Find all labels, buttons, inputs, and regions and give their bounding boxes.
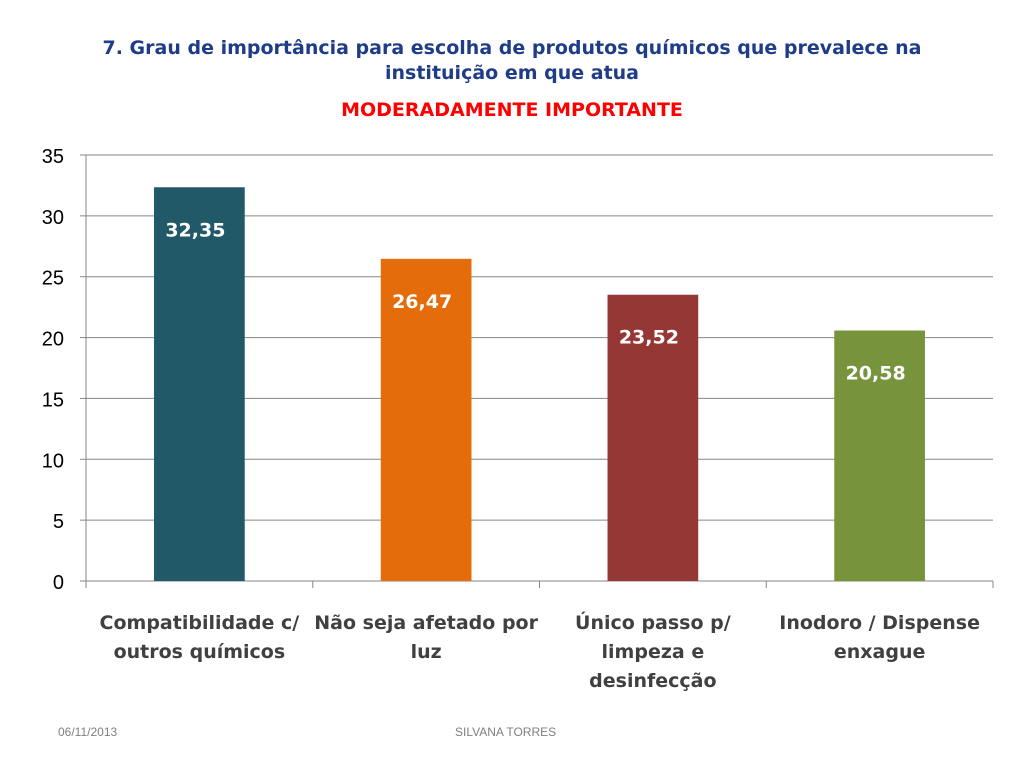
x-category-label: Único passo p/ [575, 610, 731, 634]
slide-title-line-1: 7. Grau de importância para escolha de p… [102, 37, 922, 59]
data-label: 23,52 [619, 327, 679, 349]
data-label: 32,35 [165, 219, 225, 241]
x-category-label: Inodoro / Dispense [779, 612, 980, 634]
bar [380, 258, 472, 581]
bar [154, 187, 245, 582]
y-tick-label: 35 [42, 146, 64, 168]
slide-subtitle: MODERADAMENTE IMPORTANTE [341, 99, 683, 121]
x-category-label: desinfecção [589, 670, 716, 692]
slide-title: 7. Grau de importância para escolha de p… [60, 36, 964, 86]
bars [154, 187, 925, 582]
x-category-label: Compatibilidade c/ [100, 612, 300, 634]
bar [834, 330, 925, 581]
x-category-label: limpeza e [602, 641, 705, 663]
slide-title-line-2: instituição em que atua [385, 62, 639, 84]
y-tick-label: 25 [42, 268, 64, 290]
y-tick-label: 5 [53, 511, 64, 533]
footer-date: 06/11/2013 [58, 725, 118, 739]
data-label: 26,47 [392, 291, 452, 313]
y-tick-label: 30 [42, 207, 64, 229]
y-tick-label: 0 [53, 572, 64, 594]
y-tick-label: 20 [42, 329, 64, 351]
x-category-label: Não seja afetado por [314, 612, 538, 634]
bar [607, 294, 699, 581]
x-category-label: enxague [834, 641, 926, 663]
x-category-label: luz [411, 641, 442, 663]
y-tick-label: 15 [42, 389, 64, 411]
footer-author: SILVANA TORRES [455, 725, 557, 739]
data-label: 20,58 [846, 363, 906, 385]
x-category-label: outros químicos [114, 641, 286, 663]
labels: 0 5 10 15 20 25 30 35 32,35 Compatibilidade c/out… [42, 146, 980, 692]
y-tick-label: 10 [42, 450, 64, 472]
